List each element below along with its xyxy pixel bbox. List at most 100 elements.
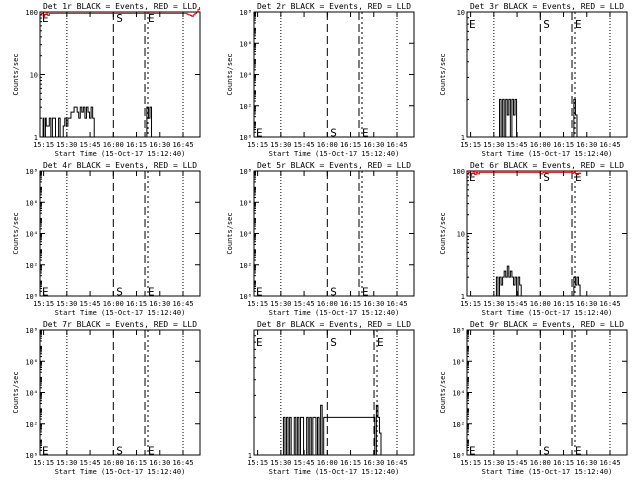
x-tick-label: 15:15 <box>247 300 268 308</box>
x-tick-label: 16:00 <box>103 459 124 467</box>
marker-label-s: S <box>543 444 550 457</box>
x-tick-label: 16:45 <box>599 141 620 149</box>
marker-label-e: E <box>377 336 384 349</box>
x-tick-label: 15:30 <box>56 141 77 149</box>
y-tick-label: 10⁰ <box>25 452 38 460</box>
x-tick-label: 15:30 <box>483 141 504 149</box>
x-axis-label: Start Time (15-Oct-17 15:12:40) <box>482 468 613 476</box>
marker-label-e-start: E <box>256 285 263 298</box>
chart-panel-7: Det 7r BLACK = Events, RED = LLD S E E 10⁰ 10… <box>12 320 201 476</box>
marker-label-e-start: E <box>469 18 476 31</box>
chart-title: Det 6r BLACK = Events, RED = LLD <box>470 161 624 170</box>
x-tick-label: 16:00 <box>103 141 124 149</box>
x-tick-label: 16:00 <box>317 300 338 308</box>
marker-label-e-start: E <box>469 171 476 184</box>
x-tick-label: 15:45 <box>80 300 101 308</box>
series-line-events <box>40 106 153 138</box>
x-tick-label: 16:45 <box>386 300 407 308</box>
x-tick-label: 16:30 <box>149 141 170 149</box>
x-tick-label: 16:15 <box>553 141 574 149</box>
marker-label-s: S <box>116 285 123 298</box>
x-tick-label: 16:15 <box>553 300 574 308</box>
marker-label-e: E <box>362 285 369 298</box>
x-tick-label: 15:15 <box>33 300 54 308</box>
chart-panel-4: Det 4r BLACK = Events, RED = LLD S E E 10⁰ 10… <box>12 161 201 317</box>
y-axis-label: Counts/sec <box>12 212 20 254</box>
x-tick-label: 15:15 <box>460 459 481 467</box>
series-line-lld <box>40 7 201 17</box>
plot-frame <box>39 170 201 297</box>
y-tick-label: 10⁶ <box>239 199 252 207</box>
y-tick-label: 10⁸ <box>25 327 38 335</box>
x-tick-label: 16:45 <box>172 300 193 308</box>
chart-title: Det 5r BLACK = Events, RED = LLD <box>257 161 411 170</box>
x-tick-label: 16:45 <box>172 141 193 149</box>
y-axis-label: Counts/sec <box>12 53 20 95</box>
x-tick-label: 16:00 <box>103 300 124 308</box>
marker-label-e: E <box>575 171 582 184</box>
x-tick-label: 15:15 <box>460 300 481 308</box>
x-tick-label: 15:15 <box>247 141 268 149</box>
marker-label-s: S <box>330 285 337 298</box>
y-tick-label: 10² <box>239 262 252 270</box>
series-line-events <box>281 404 382 456</box>
chart-title: Det 4r BLACK = Events, RED = LLD <box>43 161 197 170</box>
y-axis-label: Counts/sec <box>226 212 234 254</box>
y-tick-label: 10⁶ <box>452 358 465 366</box>
marker-label-e-start: E <box>256 336 263 349</box>
marker-label-e-start: E <box>469 444 476 457</box>
chart-title: Det 3r BLACK = Events, RED = LLD <box>470 2 624 11</box>
x-tick-label: 16:45 <box>172 459 193 467</box>
y-tick-label: 1 <box>461 134 465 142</box>
x-tick-label: 15:15 <box>33 141 54 149</box>
y-tick-label: 10⁴ <box>25 390 38 398</box>
x-tick-label: 16:30 <box>149 300 170 308</box>
series-line-events <box>497 98 578 138</box>
x-tick-label: 15:45 <box>507 459 528 467</box>
x-axis-label: Start Time (15-Oct-17 15:12:40) <box>55 468 186 476</box>
y-tick-label: 10⁰ <box>239 293 252 301</box>
x-tick-label: 15:45 <box>80 141 101 149</box>
marker-label-s: S <box>330 126 337 139</box>
y-tick-label: 10 <box>30 72 38 80</box>
chart-title: Det 9r BLACK = Events, RED = LLD <box>470 320 624 329</box>
plot-frame <box>39 329 201 456</box>
plot-frame <box>39 11 201 138</box>
y-tick-label: 10² <box>25 262 38 270</box>
x-tick-label: 16:30 <box>576 300 597 308</box>
marker-label-s: S <box>330 336 337 349</box>
marker-label-e-start: E <box>256 126 263 139</box>
x-tick-label: 15:45 <box>80 459 101 467</box>
chart-title: Det 7r BLACK = Events, RED = LLD <box>43 320 197 329</box>
chart-panel-2: Det 2r BLACK = Events, RED = LLD S E E 10⁰ 10… <box>226 2 415 158</box>
marker-label-e: E <box>575 444 582 457</box>
y-tick-label: 1 <box>461 293 465 301</box>
x-tick-label: 16:30 <box>363 141 384 149</box>
chart-title: Det 1r BLACK = Events, RED = LLD <box>43 2 197 11</box>
plot-frame <box>253 11 415 138</box>
marker-label-s: S <box>543 18 550 31</box>
y-axis-label: Counts/sec <box>226 53 234 95</box>
x-tick-label: 15:45 <box>294 300 315 308</box>
y-tick-label: 10 <box>457 231 465 239</box>
chart-title: Det 2r BLACK = Events, RED = LLD <box>257 2 411 11</box>
y-axis-label: Counts/sec <box>439 212 447 254</box>
x-tick-label: 16:30 <box>363 300 384 308</box>
y-tick-label: 10⁴ <box>452 390 465 398</box>
plot-frame <box>466 11 628 138</box>
y-tick-label: 10 <box>457 9 465 17</box>
series-line-events <box>494 265 581 297</box>
x-tick-label: 15:30 <box>56 459 77 467</box>
chart-panel-9: Det 9r BLACK = Events, RED = LLD S E E 10⁰ 10… <box>439 320 628 476</box>
x-tick-label: 16:30 <box>576 141 597 149</box>
x-tick-label: 15:30 <box>483 300 504 308</box>
x-tick-label: 16:15 <box>340 141 361 149</box>
y-tick-label: 10⁰ <box>25 293 38 301</box>
x-tick-label: 15:30 <box>270 459 291 467</box>
y-axis-label: Counts/sec <box>439 371 447 413</box>
y-tick-label: 10⁶ <box>239 40 252 48</box>
